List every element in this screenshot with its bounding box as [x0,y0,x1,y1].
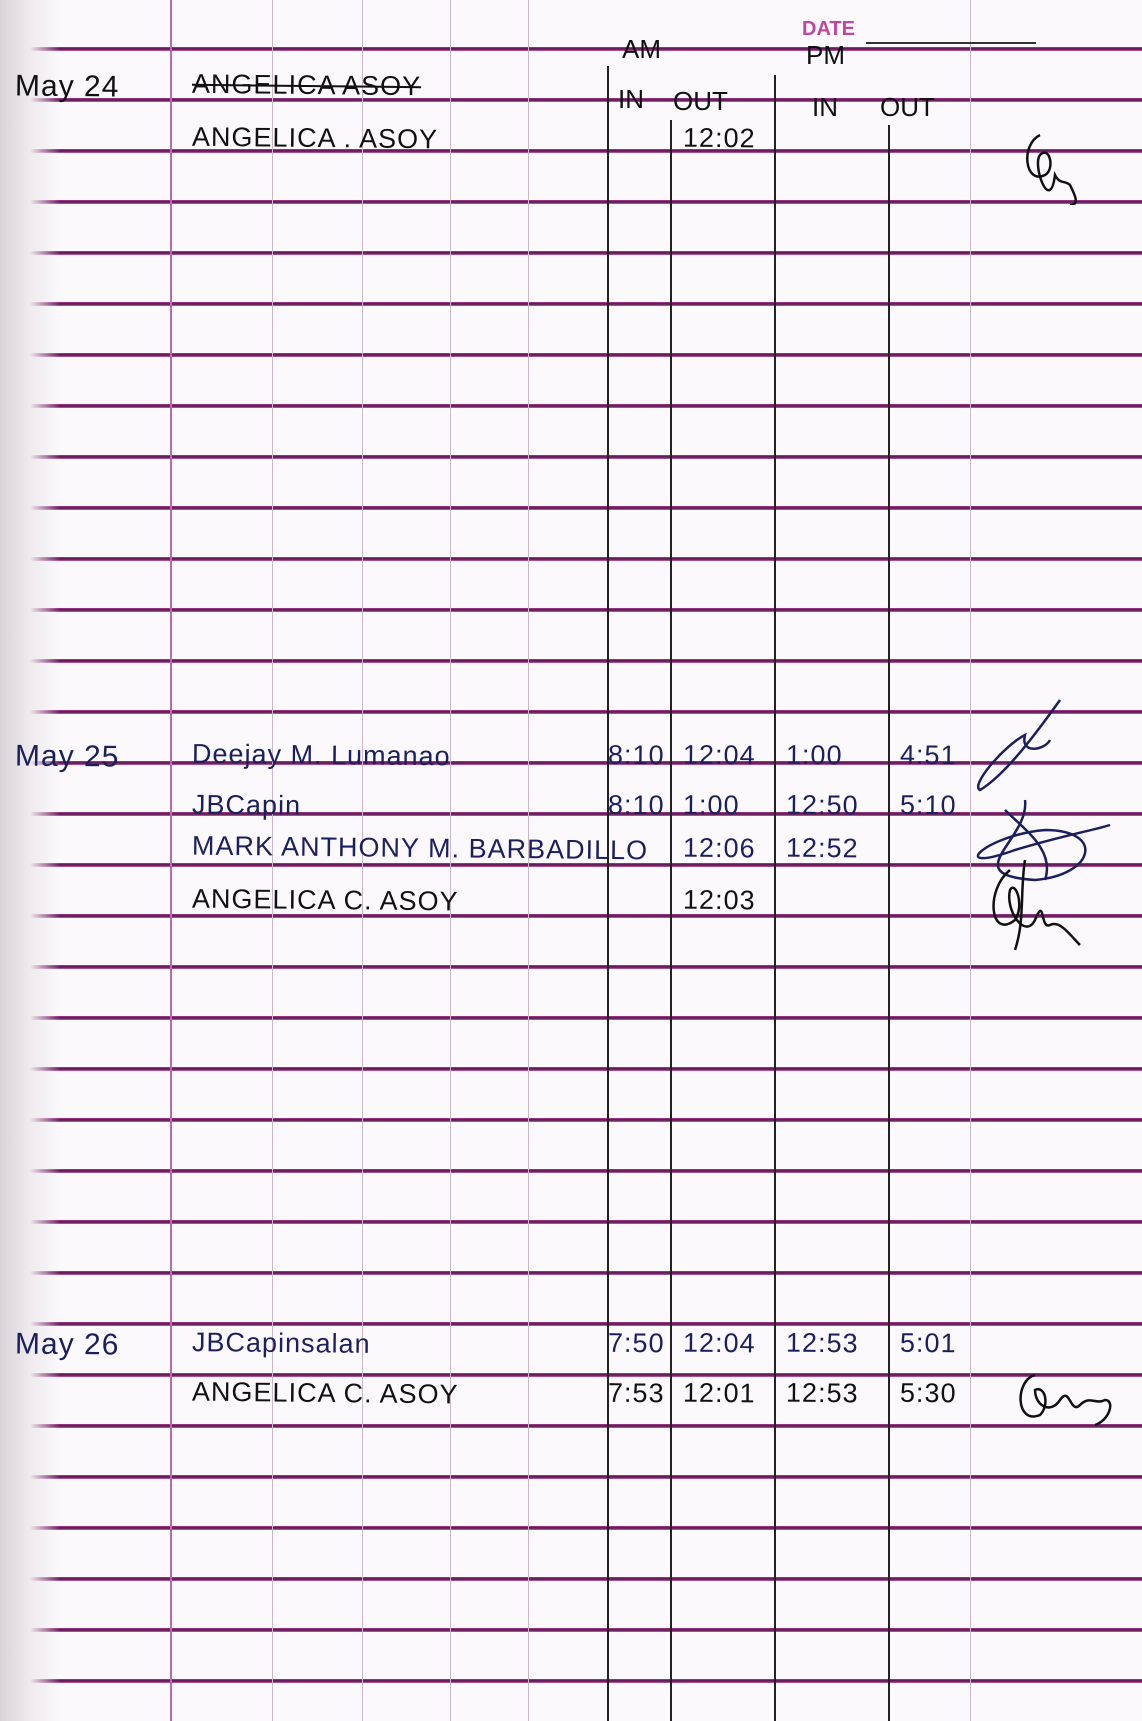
date-label: DATE [802,18,855,40]
am-in-header: IN [618,84,644,114]
faint-column-line [272,0,273,1721]
entry-name: JBCapinsalan [191,1327,371,1359]
time-am-out: 12:04 [682,739,756,771]
entry-date: May 25 [14,739,120,774]
pm-out-column-line [888,125,890,1721]
entry-name: ANGELICA C. ASOY [191,1376,459,1410]
entry-name: Deejay M. Lumanao [191,738,451,772]
time-pm-out: 5:30 [899,1377,957,1409]
faint-column-line [362,0,363,1721]
time-am-out: 12:03 [682,884,756,916]
time-pm-in: 1:00 [785,739,843,771]
time-pm-in: 12:52 [785,832,859,864]
faint-column-line [450,0,451,1721]
pm-in-header: IN [812,92,838,122]
time-am-out: 12:06 [682,832,756,864]
time-am-in: 8:10 [607,789,665,821]
entry-name: ANGELICA . ASOY [191,121,439,155]
am-out-header: OUT [673,86,728,116]
time-pm-in: 12:53 [785,1327,859,1359]
time-am-in: 8:10 [607,739,665,771]
time-am-out: 12:02 [682,122,756,154]
entry-name: ANGELICA C. ASOY [191,883,459,917]
entry-name: MARK ANTHONY M. BARBADILLO [191,830,649,866]
time-pm-out: 5:01 [899,1327,957,1359]
signature-icon [1026,133,1077,205]
signature-icon [1019,1373,1112,1427]
am-out-column-line [670,120,672,1721]
pm-header: PM [806,40,845,70]
time-pm-in: 12:50 [785,789,859,821]
am-header: AM [622,34,661,64]
date-column-divider [170,0,172,1721]
pm-in-column-line [774,75,776,1721]
entry-name: ANGELICA ASOY [191,68,422,102]
time-pm-out: 4:51 [899,739,957,771]
faint-column-line [528,0,529,1721]
time-am-in: 7:50 [607,1327,665,1359]
time-am-out: 12:01 [682,1377,756,1409]
entry-date: May 24 [14,69,120,104]
signature-icon [976,799,1111,882]
entry-name: JBCapin [191,789,302,821]
date-field-line [866,42,1036,44]
signature-icon [977,699,1062,792]
am-in-column-line [607,66,609,1721]
time-am-in: 7:53 [607,1377,665,1409]
time-am-out: 1:00 [682,789,740,821]
time-am-out: 12:04 [682,1327,756,1359]
time-pm-in: 12:53 [785,1377,859,1409]
pm-out-header: OUT [880,92,935,122]
entry-date: May 26 [14,1327,120,1362]
faint-column-line [970,0,971,1721]
signature-icon [992,859,1081,951]
